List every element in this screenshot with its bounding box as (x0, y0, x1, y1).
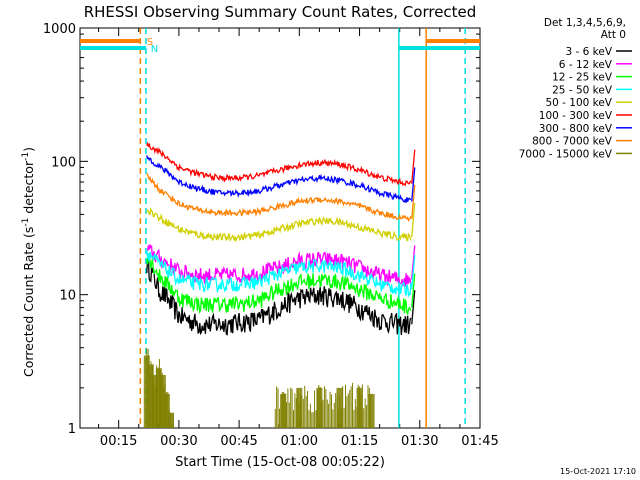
y-label-main: Corrected Count Rate (s (21, 227, 36, 377)
legend-label: 300 - 800 keV (539, 123, 613, 135)
y-axis: 1 10 100 1000 (43, 22, 480, 437)
series-6-12-keV (146, 244, 416, 287)
series-line (146, 141, 412, 187)
series-spike (411, 203, 416, 238)
series-7000-15000-keV (143, 348, 375, 428)
y-label-end: ) (21, 147, 36, 152)
x-axis: 00:15 00:30 00:45 01:00 01:15 01:30 01:45 (98, 28, 499, 449)
series-point (316, 387, 323, 428)
y-axis-label: Corrected Count Rate (s-1 detector-1) (21, 147, 36, 377)
marker-label-S: S (147, 37, 153, 48)
series-25-50-keV (146, 250, 416, 298)
series-line (146, 250, 412, 298)
legend-label: 25 - 50 keV (552, 84, 613, 96)
series-line (146, 256, 412, 336)
series-spike (411, 149, 416, 184)
series-12-25-keV (146, 257, 416, 316)
series-line (146, 172, 412, 223)
series-spike (411, 255, 416, 290)
y-label-sup: -1 (21, 218, 31, 227)
series-group (143, 141, 416, 428)
y-tick-label: 100 (51, 155, 76, 170)
chart-title: RHESSI Observing Summary Count Rates, Co… (84, 3, 477, 21)
y-tick-label: 1000 (43, 22, 76, 37)
x-tick-label: 01:15 (341, 434, 378, 449)
x-axis-label: Start Time (15-Oct-08 00:05:22) (175, 455, 385, 470)
series-spike (411, 167, 416, 202)
legend-label: 3 - 6 keV (565, 46, 612, 58)
marker-label-N: N (151, 44, 158, 55)
legend-label: 50 - 100 keV (545, 97, 612, 109)
plot-border (79, 27, 481, 429)
series-spike (411, 245, 416, 280)
series-point (159, 374, 166, 428)
plot-frame (79, 27, 481, 429)
x-tick-label: 01:45 (461, 434, 498, 449)
x-tick-label: 00:15 (100, 434, 137, 449)
series-point (368, 393, 375, 428)
series-50-100-keV (146, 203, 416, 243)
y-label-sup: -1 (21, 152, 31, 161)
series-300-800-keV (146, 155, 416, 203)
series-line (146, 257, 412, 316)
y-tick-label: 10 (59, 289, 76, 304)
y-label-mid: detector (21, 160, 36, 218)
legend-label: 800 - 7000 keV (532, 136, 613, 148)
x-tick-label: 01:00 (281, 434, 318, 449)
x-tick-label: 00:45 (220, 434, 257, 449)
legend-label: 12 - 25 keV (552, 72, 613, 84)
legend-label: 6 - 12 keV (559, 59, 613, 71)
x-tick-label: 00:30 (160, 434, 197, 449)
legend-header: Att 0 (601, 29, 626, 41)
series-line (146, 155, 412, 203)
series-spike (411, 290, 416, 325)
legend-header: Det 1,3,4,5,6,9, (544, 17, 626, 29)
series-point (155, 368, 162, 428)
y-tick-label: 1 (68, 422, 76, 437)
footer-date: 15-Oct-2021 17:10 (560, 467, 636, 476)
legend-label: 100 - 300 keV (539, 110, 613, 122)
series-spike (411, 184, 416, 219)
series-line (146, 244, 412, 287)
legend-label: 7000 - 15000 keV (519, 148, 613, 160)
x-tick-label: 01:30 (401, 434, 438, 449)
series-800-7000-keV (146, 172, 416, 223)
series-3-6-keV (146, 256, 416, 336)
series-100-300-keV (146, 141, 416, 187)
series-line (146, 207, 412, 243)
series-spike (411, 273, 416, 308)
